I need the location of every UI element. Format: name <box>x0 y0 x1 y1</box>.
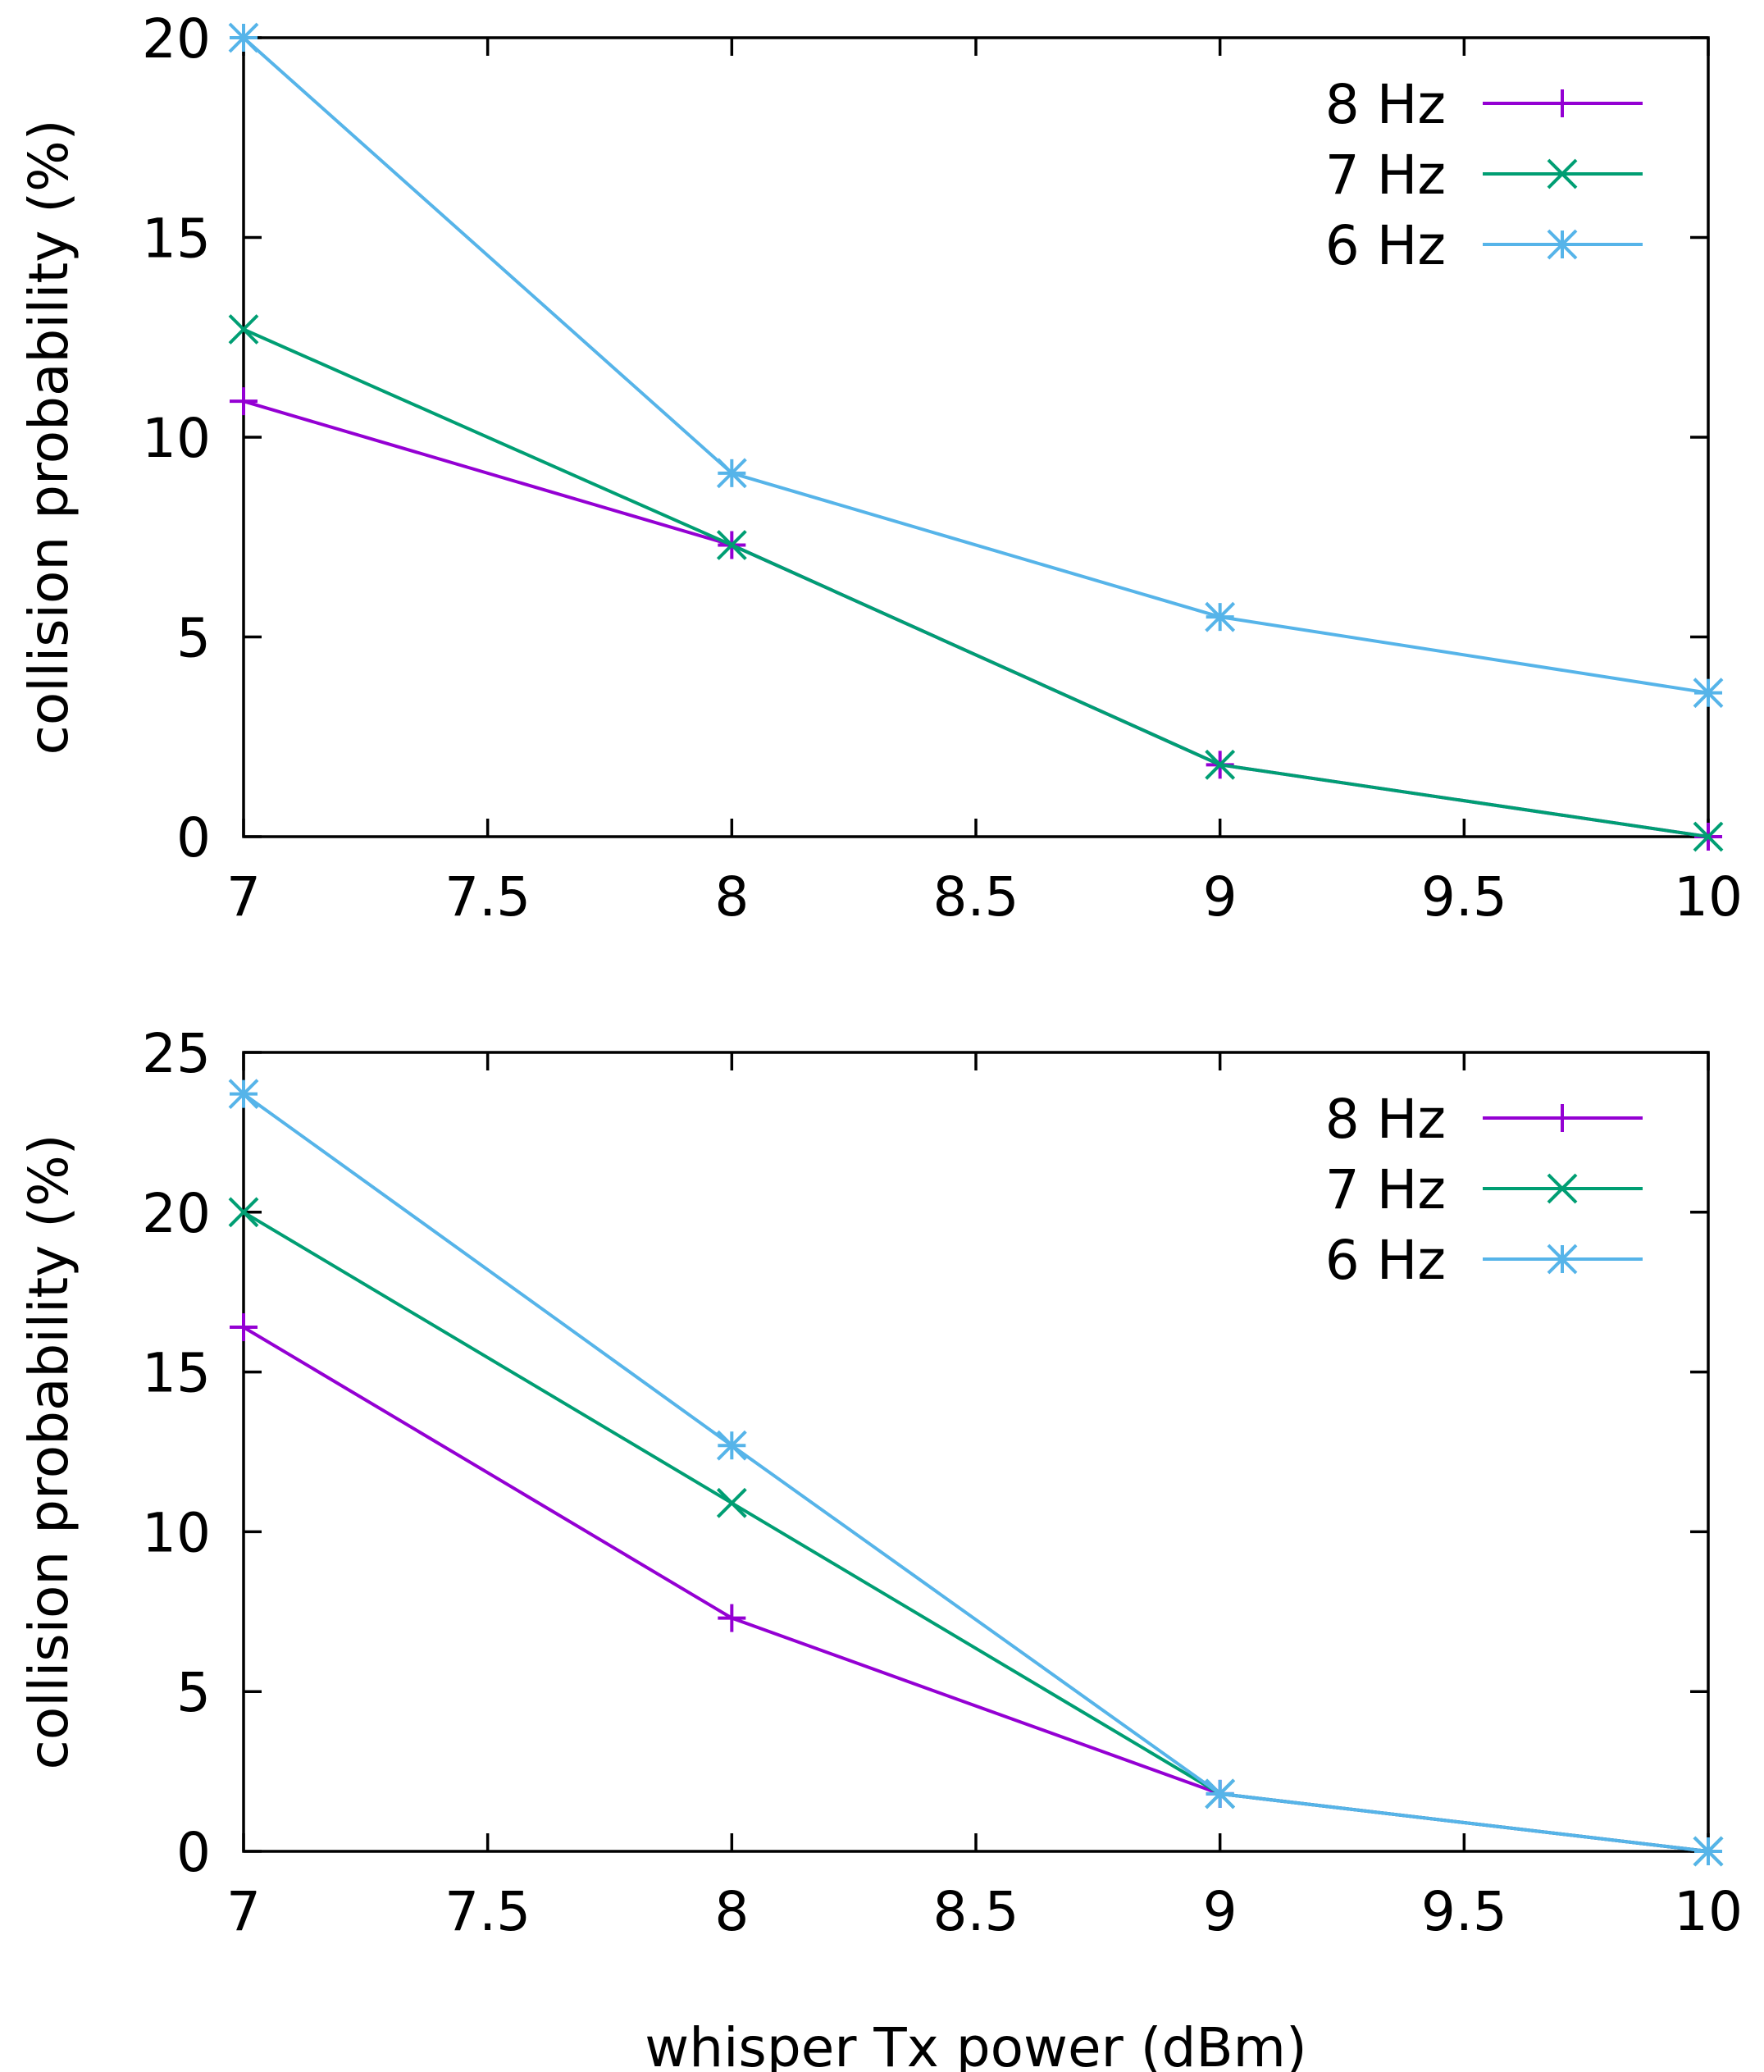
data-point <box>1205 1778 1236 1810</box>
data-point <box>716 458 747 489</box>
data-point-stroke <box>1693 678 1724 709</box>
data-point <box>1693 1836 1724 1867</box>
x-tick-label: 8.5 <box>933 865 1019 929</box>
chart-1: 7 7.5 8 8.5 9 9.5 10 0 5 10 15 20 collision probabil… <box>17 7 1743 929</box>
data-point <box>228 314 259 345</box>
series-line-8-hz <box>242 1326 1709 1853</box>
data-point <box>230 1313 258 1342</box>
legend-marker <box>1548 1104 1576 1132</box>
data-point-stroke <box>1205 601 1236 632</box>
x-tick-label: 9 <box>1203 1880 1238 1943</box>
legend-label: 7 Hz <box>1325 1158 1446 1221</box>
legend-label: 7 Hz <box>1325 144 1446 207</box>
legend-label: 8 Hz <box>1325 1088 1446 1151</box>
x-tick-label: 8 <box>714 865 749 929</box>
legend-marker <box>1547 1244 1578 1275</box>
y-tick-label: 15 <box>142 208 211 271</box>
y-tick-label: 25 <box>142 1022 211 1085</box>
data-point-stroke <box>1693 821 1724 852</box>
plot-frame <box>242 1051 1710 1853</box>
y-tick-label: 5 <box>176 1661 211 1724</box>
data-point <box>716 1487 747 1518</box>
legend-marker-stroke <box>1547 229 1578 260</box>
data-point <box>716 530 747 560</box>
data-point <box>1205 601 1236 632</box>
x-tick-label: 7 <box>226 865 261 929</box>
data-point <box>1693 821 1724 852</box>
series-line-7-hz <box>243 327 1709 838</box>
series-line-6-hz <box>242 36 1709 695</box>
x-tick-label: 10 <box>1674 865 1743 929</box>
legend-label: 8 Hz <box>1325 73 1446 136</box>
data-point <box>228 22 259 53</box>
y-tick-label: 10 <box>142 1501 211 1564</box>
x-axis-label: whisper Tx power (dBm) <box>645 2016 1306 2072</box>
legend-marker-stroke <box>1547 1244 1578 1275</box>
series-line-8-hz <box>243 399 1709 838</box>
y-tick-label: 5 <box>176 607 211 670</box>
y-tick-label: 20 <box>142 7 211 71</box>
data-point-stroke <box>716 530 747 560</box>
legend-marker-stroke <box>1547 1173 1578 1204</box>
y-axis-label: collision probability (%) <box>17 1134 80 1770</box>
data-point-stroke <box>716 1430 747 1461</box>
data-point-stroke <box>228 1197 259 1228</box>
x-tick-label: 9.5 <box>1421 1880 1507 1943</box>
legend-label: 6 Hz <box>1325 1229 1446 1292</box>
legend-marker <box>1548 89 1576 117</box>
data-point-stroke <box>716 1487 747 1518</box>
data-point-stroke <box>1693 1836 1724 1867</box>
data-point <box>1205 749 1236 780</box>
data-point-stroke <box>228 22 259 53</box>
x-tick-label: 9.5 <box>1421 865 1507 929</box>
x-tick-label: 7.5 <box>444 865 531 929</box>
data-point <box>716 1430 747 1461</box>
legend-marker-stroke <box>1547 158 1578 189</box>
data-point-stroke <box>1205 1778 1236 1810</box>
legend-marker <box>1547 158 1578 189</box>
data-point-stroke <box>228 314 259 345</box>
y-tick-label: 0 <box>176 1821 211 1884</box>
data-point <box>1693 678 1724 709</box>
x-tick-label: 8 <box>714 1880 749 1943</box>
x-tick-label: 7.5 <box>444 1880 531 1943</box>
x-tick-label: 8.5 <box>933 1880 1019 1943</box>
data-point <box>228 1197 259 1228</box>
plot-frame <box>242 36 1710 838</box>
x-tick-label: 9 <box>1203 865 1238 929</box>
data-point-stroke <box>716 458 747 489</box>
y-tick-label: 15 <box>142 1342 211 1405</box>
series-line-6-hz <box>242 1092 1709 1853</box>
x-tick-label: 10 <box>1674 1880 1743 1943</box>
legend-label: 6 Hz <box>1325 214 1446 277</box>
chart-2: 7 7.5 8 8.5 9 9.5 10 0 5 10 15 20 25 collision probab… <box>17 1022 1743 2072</box>
data-point-stroke <box>228 1079 259 1110</box>
data-point <box>228 1079 259 1110</box>
y-axis-label: collision probability (%) <box>17 120 80 755</box>
x-tick-label: 7 <box>226 1880 261 1943</box>
y-tick-label: 0 <box>176 806 211 869</box>
legend-marker <box>1547 1173 1578 1204</box>
y-tick-label: 20 <box>142 1182 211 1245</box>
data-point <box>718 1604 746 1632</box>
data-point-stroke <box>1205 749 1236 780</box>
y-tick-label: 10 <box>142 407 211 470</box>
legend-marker <box>1547 229 1578 260</box>
series-line-7-hz <box>242 1211 1709 1853</box>
data-point <box>230 387 258 416</box>
